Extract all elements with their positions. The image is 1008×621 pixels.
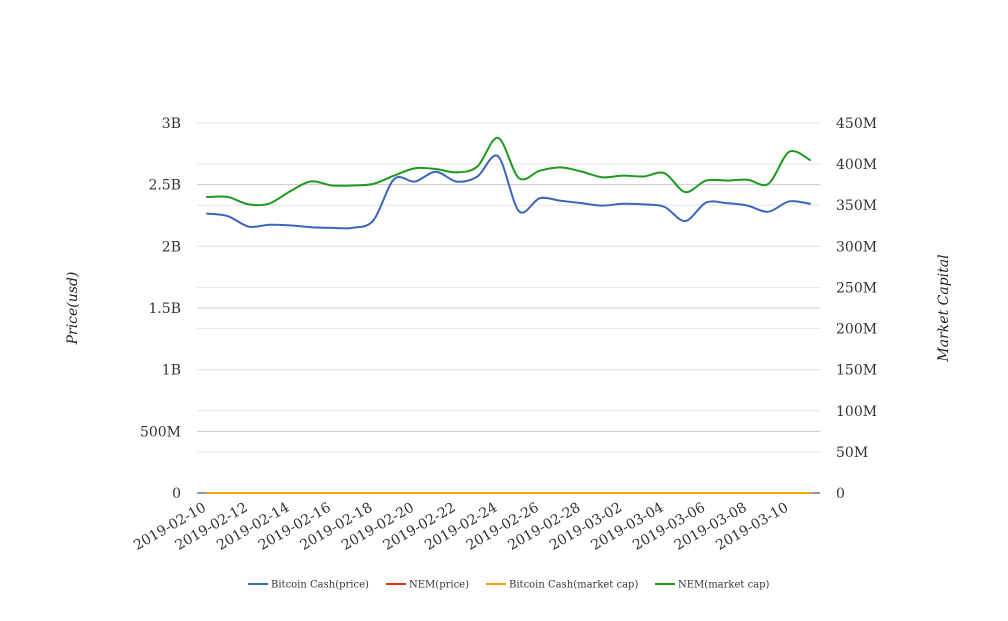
y-left-tick-label: 1.5B [148,301,181,317]
y-left-tick-label: 2.5B [148,178,181,194]
y-right-tick-label: 200M [836,322,877,338]
y-right-tick-label: 150M [836,363,877,379]
legend-label-3: NEM(market cap) [678,580,770,591]
series-line-0 [206,154,811,230]
y-axis-left-title: Price(usd) [65,272,81,346]
y-right-tick-label: 0 [836,486,845,502]
y-right-tick-label: 250M [836,280,877,296]
legend: Bitcoin Cash(price) NEM(price) Bitcoin Cas… [248,580,770,591]
series-line-3 [206,136,811,207]
y-left-tick-label: 3B [162,116,181,132]
y-right-tick-label: 50M [836,445,868,461]
series-lines [206,136,811,495]
gridlines [197,122,820,453]
y-right-tick-label: 300M [836,239,877,255]
y-left-tick-label: 2B [162,239,181,255]
legend-label-1: NEM(price) [409,580,469,591]
y-right-tick-label: 400M [836,157,877,173]
y-right-tick-label: 100M [836,404,877,420]
y-right-tick-label: 450M [836,116,877,132]
y-left-tick-label: 0 [172,486,181,502]
legend-label-0: Bitcoin Cash(price) [271,580,369,591]
y-left-tick-label: 500M [140,424,181,440]
y-right-tick-label: 350M [836,198,877,214]
y-left-tick-label: 1B [162,363,181,379]
y-axis-right-title: Market Capital [936,254,952,362]
tick-labels: 0 500M 1B 1.5B 2B 2.5B 3B 0 50M 100M 150M 200M 250M 3… [131,116,877,554]
legend-label-2: Bitcoin Cash(market cap) [509,580,638,591]
